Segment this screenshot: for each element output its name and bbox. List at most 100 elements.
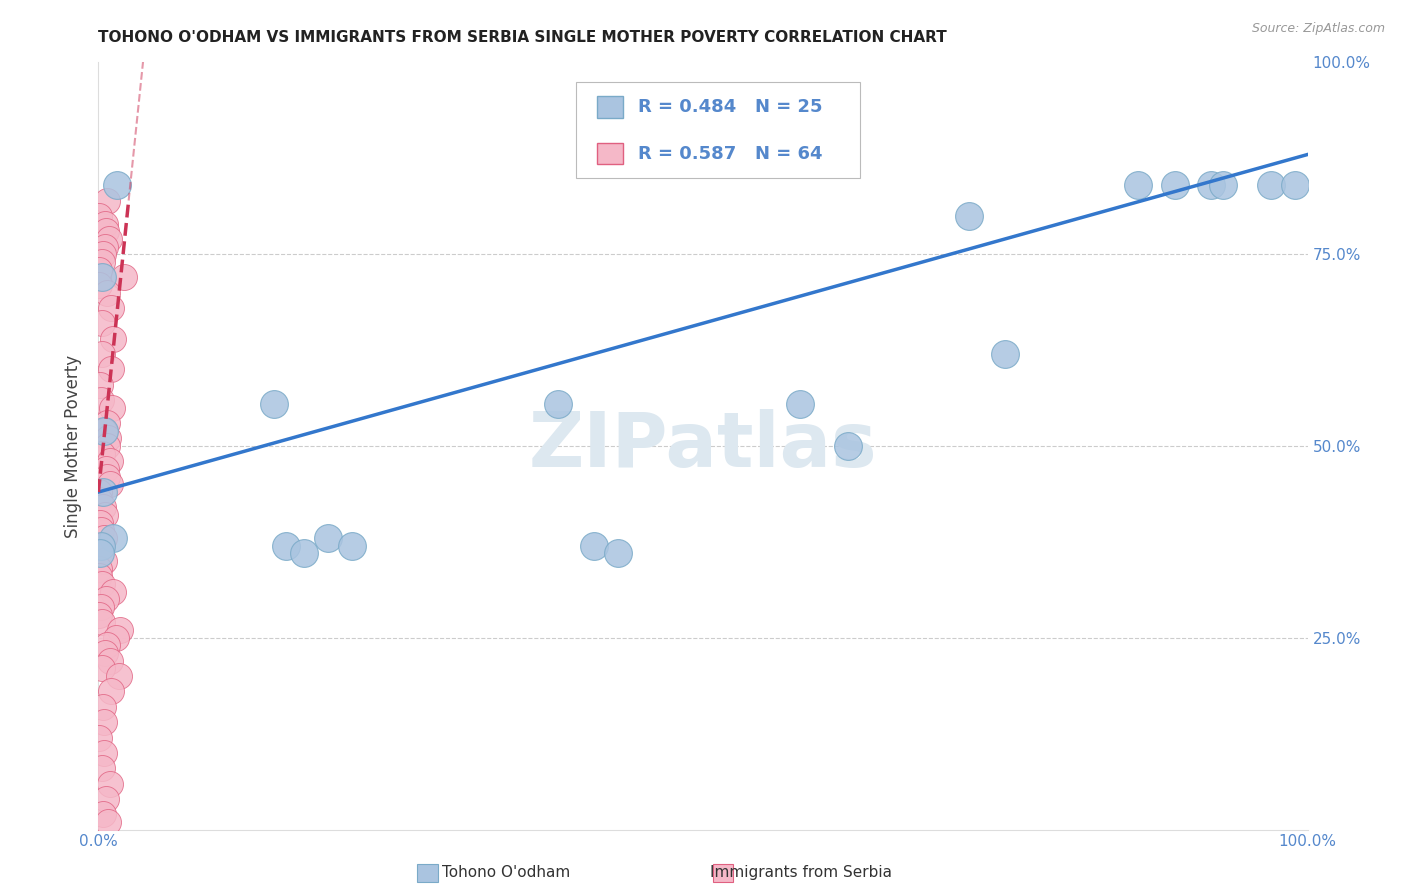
Bar: [596, 143, 623, 164]
Point: [108, 623, 131, 637]
Point: [292, 546, 315, 560]
Point: [994, 347, 1017, 361]
Point: [96, 639, 118, 653]
Point: [105, 178, 128, 193]
Point: [90, 539, 112, 553]
Point: [91, 270, 114, 285]
Point: [97, 232, 120, 246]
FancyBboxPatch shape: [576, 81, 860, 178]
Point: [93, 531, 115, 545]
Point: [91, 615, 114, 630]
Point: [89, 516, 111, 530]
Y-axis label: Single Mother Poverty: Single Mother Poverty: [65, 354, 83, 538]
Point: [101, 332, 124, 346]
Text: Source: ZipAtlas.com: Source: ZipAtlas.com: [1251, 22, 1385, 36]
Text: TOHONO O'ODHAM VS IMMIGRANTS FROM SERBIA SINGLE MOTHER POVERTY CORRELATION CHART: TOHONO O'ODHAM VS IMMIGRANTS FROM SERBIA…: [98, 29, 948, 45]
Bar: [713, 863, 733, 881]
Bar: [418, 863, 437, 881]
Point: [91, 485, 114, 500]
Text: R = 0.484   N = 25: R = 0.484 N = 25: [638, 98, 823, 116]
Point: [547, 397, 569, 411]
Point: [94, 508, 117, 522]
Point: [87, 607, 110, 622]
Point: [91, 577, 114, 591]
Point: [87, 731, 110, 745]
Point: [96, 194, 118, 208]
Point: [91, 699, 114, 714]
Point: [274, 539, 297, 553]
Text: Immigrants from Serbia: Immigrants from Serbia: [710, 865, 893, 880]
Point: [87, 569, 110, 583]
Point: [87, 562, 110, 576]
Point: [91, 761, 114, 775]
Point: [93, 554, 115, 568]
Point: [90, 661, 112, 675]
Text: Tohono O'odham: Tohono O'odham: [441, 865, 571, 880]
Point: [91, 807, 114, 822]
Point: [91, 316, 114, 330]
Point: [89, 546, 111, 560]
Point: [94, 792, 117, 806]
Point: [90, 392, 112, 407]
Point: [89, 492, 111, 507]
Point: [101, 531, 124, 545]
Point: [96, 439, 118, 453]
Point: [1260, 178, 1282, 193]
Point: [96, 469, 118, 483]
Point: [93, 239, 115, 253]
Point: [98, 654, 121, 668]
Point: [107, 669, 129, 683]
Point: [90, 539, 112, 553]
Point: [101, 401, 124, 415]
Point: [100, 362, 122, 376]
Point: [789, 397, 811, 411]
Point: [607, 546, 630, 560]
Point: [96, 285, 118, 300]
Point: [89, 377, 111, 392]
Point: [1199, 178, 1222, 193]
Point: [1212, 178, 1234, 193]
Point: [98, 454, 121, 468]
Point: [96, 416, 118, 430]
Point: [87, 209, 110, 223]
Point: [100, 684, 122, 698]
Point: [263, 397, 285, 411]
Point: [342, 539, 364, 553]
Point: [91, 500, 114, 515]
Point: [105, 631, 128, 645]
Point: [101, 584, 124, 599]
Point: [87, 485, 110, 500]
Point: [93, 715, 115, 730]
Point: [98, 776, 121, 790]
Point: [93, 424, 115, 438]
Point: [316, 531, 339, 545]
Point: [94, 592, 117, 607]
Text: ZIPatlas: ZIPatlas: [529, 409, 877, 483]
Point: [98, 477, 121, 491]
Point: [89, 262, 111, 277]
Point: [91, 347, 114, 361]
Point: [1284, 178, 1306, 193]
Text: R = 0.587   N = 64: R = 0.587 N = 64: [638, 145, 823, 162]
Point: [87, 277, 110, 292]
Point: [91, 447, 114, 461]
Bar: [596, 96, 623, 118]
Point: [94, 224, 117, 238]
Point: [90, 524, 112, 538]
Point: [94, 217, 117, 231]
Point: [93, 746, 115, 760]
Point: [112, 270, 135, 285]
Point: [87, 546, 110, 560]
Point: [583, 539, 606, 553]
Point: [90, 600, 112, 615]
Point: [100, 301, 122, 315]
Point: [957, 209, 980, 223]
Point: [94, 646, 117, 660]
Point: [91, 255, 114, 269]
Point: [97, 431, 120, 445]
Point: [93, 424, 115, 438]
Point: [1128, 178, 1150, 193]
Point: [97, 814, 120, 829]
Point: [837, 439, 859, 453]
Point: [94, 462, 117, 476]
